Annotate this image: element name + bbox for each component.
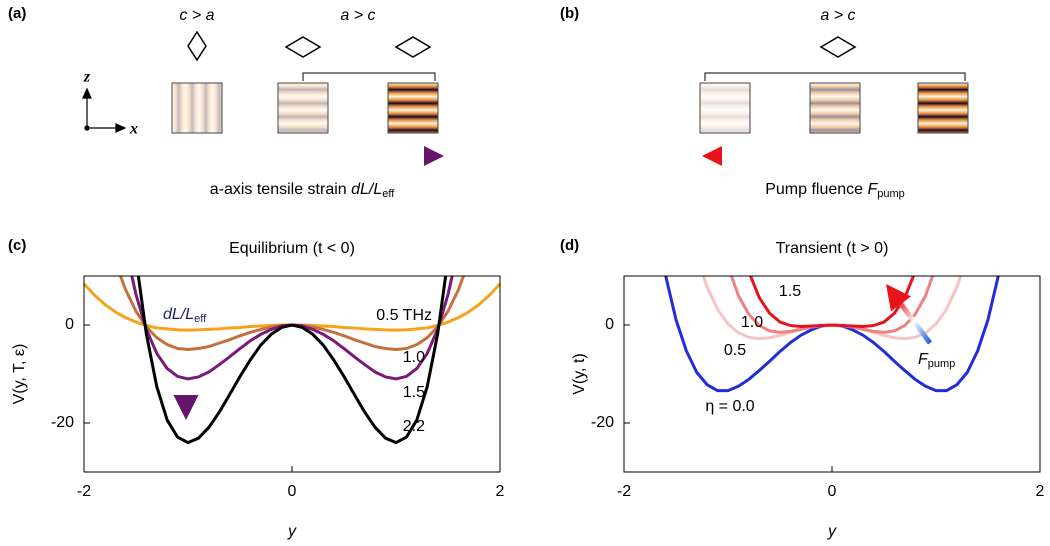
x-axis-label: y [287,523,297,540]
bracket [302,72,436,81]
x-axis-label: y [827,523,837,540]
bracket [704,72,966,81]
x-tick-label: 0 [828,483,837,500]
panel-label: (b) [560,5,579,22]
lines [84,276,500,445]
y-tick-label: 0 [65,316,74,333]
y-tick-label: 0 [605,316,614,333]
axis-icon-label: z [83,69,91,86]
chart-title: Transient (t > 0) [776,240,889,257]
y-tick-label: -20 [51,414,74,431]
y-tick-label: -20 [591,414,614,431]
annotation: dL/Leff [163,306,207,325]
y-axis-label: V(y, T, ε) [11,344,28,405]
panel-label: (a) [8,5,26,22]
series-line [84,282,500,332]
panel-label: (c) [8,237,26,254]
series-label: 0.5 [724,342,746,359]
axes-icon [82,87,127,133]
series-label: 1.5 [403,384,425,401]
series-label: 1.0 [403,349,425,366]
plot-frame [83,275,501,473]
axis-icon-label: x [129,121,138,138]
x-tick-label: 0 [288,483,297,500]
y-axis-label: V(y, t) [571,353,588,394]
annotation-arrow [886,283,933,345]
order-parameter-maps [171,82,969,134]
x-tick-label: 2 [496,483,505,500]
chart-title: Equilibrium (t < 0) [229,240,355,257]
caption: a-axis tensile strain dL/Leff [210,181,396,200]
caption: Pump fluence Fpump [765,181,905,200]
series-label: 1.0 [741,314,763,331]
series-line [136,276,448,445]
plot-frame [623,275,1041,473]
annotation: Fpump [918,351,955,370]
unit-cells [187,30,857,62]
series-label: 2.2 [403,418,425,435]
series-label: 1.5 [779,283,801,300]
panel-label: (d) [560,237,579,254]
series-label: η = 0.0 [705,398,754,415]
lattice-label: a > c [340,7,375,24]
x-tick-label: -2 [617,483,631,500]
series-label: 0.5 THz [376,307,432,324]
x-tick-label: 2 [1036,483,1045,500]
x-tick-label: -2 [77,483,91,500]
lattice-label: a > c [820,7,855,24]
series-line [748,276,916,328]
lattice-label: c > a [179,7,214,24]
